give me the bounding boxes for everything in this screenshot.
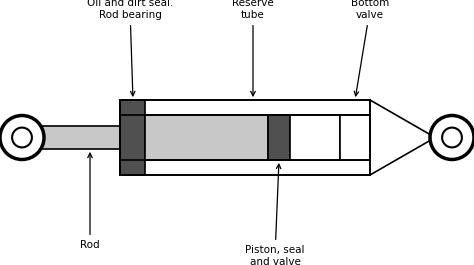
Circle shape [0, 116, 44, 160]
Text: Piston, seal
and valve: Piston, seal and valve [245, 164, 305, 265]
Bar [340, 115, 370, 160]
Bar [120, 100, 370, 175]
Bar [290, 115, 340, 160]
Text: Bottom
valve: Bottom valve [351, 0, 389, 96]
Bar [120, 115, 370, 160]
Circle shape [12, 128, 32, 147]
Circle shape [430, 116, 474, 160]
Text: Rod: Rod [80, 153, 100, 250]
Bar [120, 115, 370, 160]
Bar [28, 126, 145, 149]
Circle shape [442, 128, 462, 147]
Bar [120, 100, 370, 175]
Bar [120, 100, 145, 175]
Text: Reserve
tube: Reserve tube [232, 0, 274, 96]
Text: Oil and dirt seal.
Rod bearing: Oil and dirt seal. Rod bearing [87, 0, 173, 96]
Bar [145, 115, 268, 160]
Polygon shape [370, 100, 430, 175]
Bar [268, 115, 290, 160]
